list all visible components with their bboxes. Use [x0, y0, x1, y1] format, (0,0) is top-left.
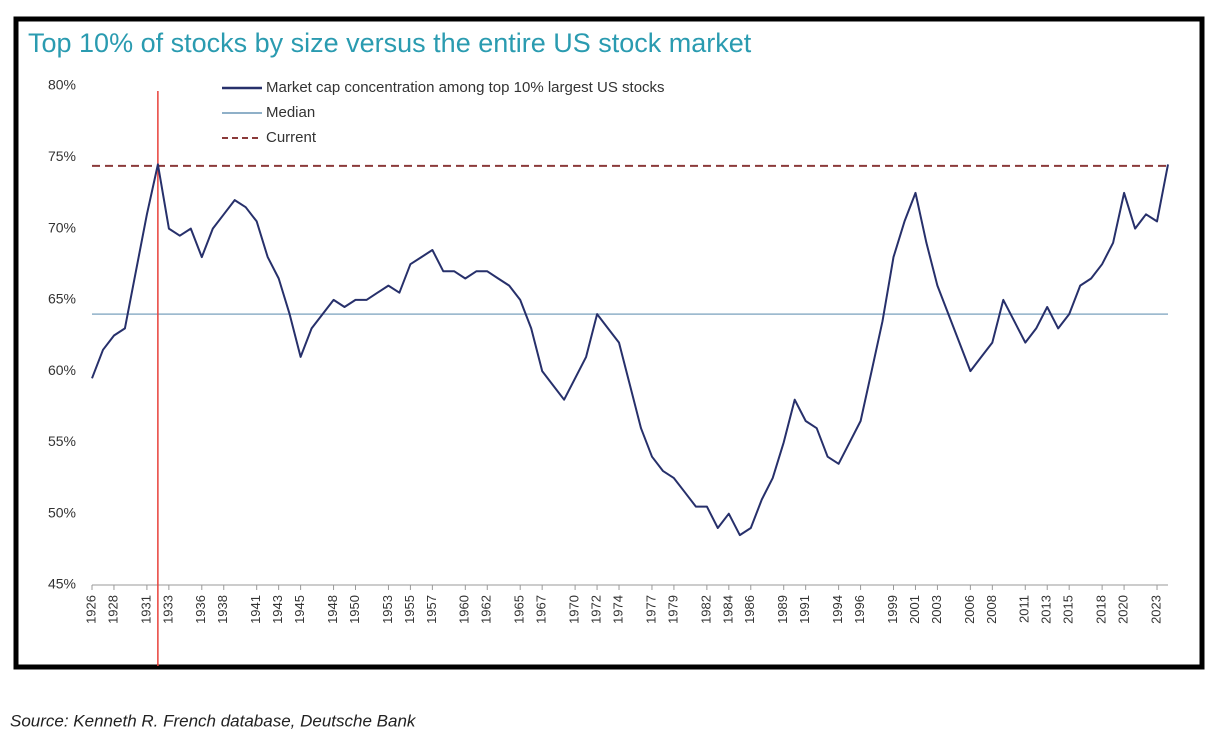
y-tick-label: 50%: [48, 504, 76, 520]
x-tick-label: 2006: [962, 595, 977, 624]
x-tick-label: 1970: [567, 595, 582, 624]
x-tick-label: 1955: [402, 595, 417, 624]
x-tick-label: 2015: [1061, 595, 1076, 624]
x-tick-label: 2023: [1148, 595, 1163, 624]
legend-label: Median: [266, 104, 315, 121]
x-tick-label: 1950: [347, 595, 362, 624]
x-tick-label: 2013: [1039, 595, 1054, 624]
x-tick-label: 1926: [83, 595, 98, 624]
x-tick-label: 1974: [610, 595, 625, 624]
frame: [13, 16, 1205, 670]
x-tick-label: 2008: [984, 595, 999, 624]
x-tick-label: 2003: [929, 595, 944, 624]
x-tick-label: 1982: [698, 595, 713, 624]
x-tick-label: 1986: [742, 595, 757, 624]
x-tick-label: 2020: [1116, 595, 1131, 624]
x-tick-label: 1953: [380, 595, 395, 624]
x-tick-label: 2001: [907, 595, 922, 624]
y-tick-label: 80%: [48, 77, 76, 93]
x-tick-label: 1979: [665, 595, 680, 624]
x-tick-label: 1999: [885, 595, 900, 624]
y-tick-label: 55%: [48, 433, 76, 449]
source-note: Source: Kenneth R. French database, Deut…: [10, 711, 417, 730]
x-tick-label: 2011: [1017, 595, 1032, 623]
x-tick-label: 1933: [160, 595, 175, 624]
x-tick-label: 1984: [720, 595, 735, 624]
x-tick-label: 1943: [270, 595, 285, 624]
x-tick-label: 1948: [325, 595, 340, 624]
y-tick-label: 65%: [48, 291, 76, 307]
x-tick-label: 1994: [830, 595, 845, 624]
y-tick-label: 75%: [48, 148, 76, 164]
x-tick-label: 1936: [193, 595, 208, 624]
legend-label: Market cap concentration among top 10% l…: [266, 79, 665, 96]
x-tick-label: 1972: [588, 595, 603, 624]
x-tick-label: 1938: [215, 595, 230, 624]
x-tick-label: 1977: [643, 595, 658, 624]
x-tick-label: 1996: [852, 595, 867, 624]
x-tick-label: 1931: [138, 595, 153, 624]
series-line: [91, 163, 1169, 537]
x-tick-label: 1928: [105, 595, 120, 624]
x-tick-label: 1941: [248, 595, 263, 624]
x-tick-label: 2018: [1094, 595, 1109, 624]
y-tick-label: 60%: [48, 362, 76, 378]
y-tick-label: 70%: [48, 219, 76, 235]
x-tick-label: 1967: [534, 595, 549, 624]
x-tick-label: 1962: [479, 595, 494, 624]
x-tick-label: 1991: [797, 595, 812, 624]
x-tick-label: 1945: [292, 595, 307, 624]
chart-title: Top 10% of stocks by size versus the ent…: [28, 28, 752, 58]
x-tick-label: 1957: [424, 595, 439, 624]
x-tick-label: 1960: [457, 595, 472, 624]
x-tick-label: 1989: [775, 595, 790, 624]
y-tick-label: 45%: [48, 576, 76, 592]
legend-label: Current: [266, 129, 317, 146]
x-tick-label: 1965: [512, 595, 527, 624]
